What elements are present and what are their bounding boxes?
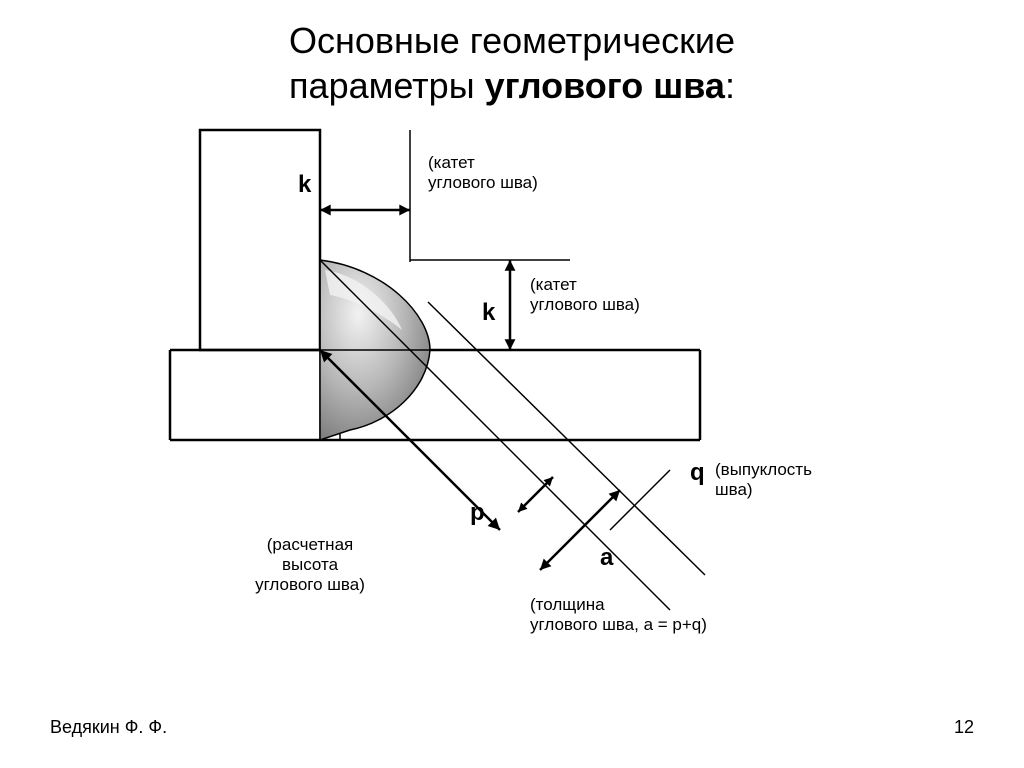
svg-text:шва): шва) xyxy=(715,480,753,499)
diagram-svg: k(катетуглового шва)k(катетуглового шва)… xyxy=(130,120,830,680)
slide: Основные геометрические параметры углово… xyxy=(0,0,1024,768)
svg-text:(выпуклость: (выпуклость xyxy=(715,460,812,479)
slide-title: Основные геометрические параметры углово… xyxy=(0,18,1024,108)
footer-author: Ведякин Ф. Ф. xyxy=(50,717,167,738)
svg-text:(толщина: (толщина xyxy=(530,595,605,614)
title-line2c: : xyxy=(725,65,735,106)
svg-text:k: k xyxy=(298,171,312,198)
diagram: k(катетуглового шва)k(катетуглового шва)… xyxy=(130,120,830,680)
svg-text:(катет: (катет xyxy=(530,275,577,294)
svg-text:(катет: (катет xyxy=(428,153,475,172)
svg-text:k: k xyxy=(482,299,496,326)
svg-text:(расчетная: (расчетная xyxy=(267,535,353,554)
title-line2a: параметры xyxy=(289,65,485,106)
svg-text:p: p xyxy=(470,499,485,526)
title-line2b: углового шва xyxy=(485,65,725,106)
svg-text:углового шва): углового шва) xyxy=(428,173,538,192)
svg-text:q: q xyxy=(690,459,705,486)
title-line1: Основные геометрические xyxy=(289,20,735,61)
footer-page: 12 xyxy=(954,717,974,738)
svg-text:углового шва): углового шва) xyxy=(530,295,640,314)
svg-text:углового шва): углового шва) xyxy=(255,575,365,594)
svg-text:высота: высота xyxy=(282,555,339,574)
svg-text:a: a xyxy=(600,544,614,571)
svg-text:углового шва, a = p+q): углового шва, a = p+q) xyxy=(530,615,707,634)
